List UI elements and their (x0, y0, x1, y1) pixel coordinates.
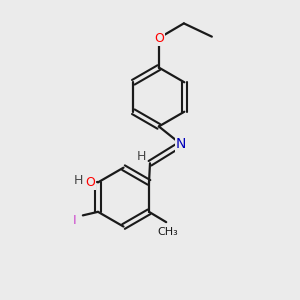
Text: H: H (74, 173, 83, 187)
Text: CH₃: CH₃ (157, 227, 178, 237)
Text: O: O (154, 32, 164, 45)
Text: O: O (85, 176, 95, 189)
Text: I: I (73, 214, 77, 227)
Text: N: N (176, 137, 186, 151)
Text: H: H (136, 150, 146, 163)
